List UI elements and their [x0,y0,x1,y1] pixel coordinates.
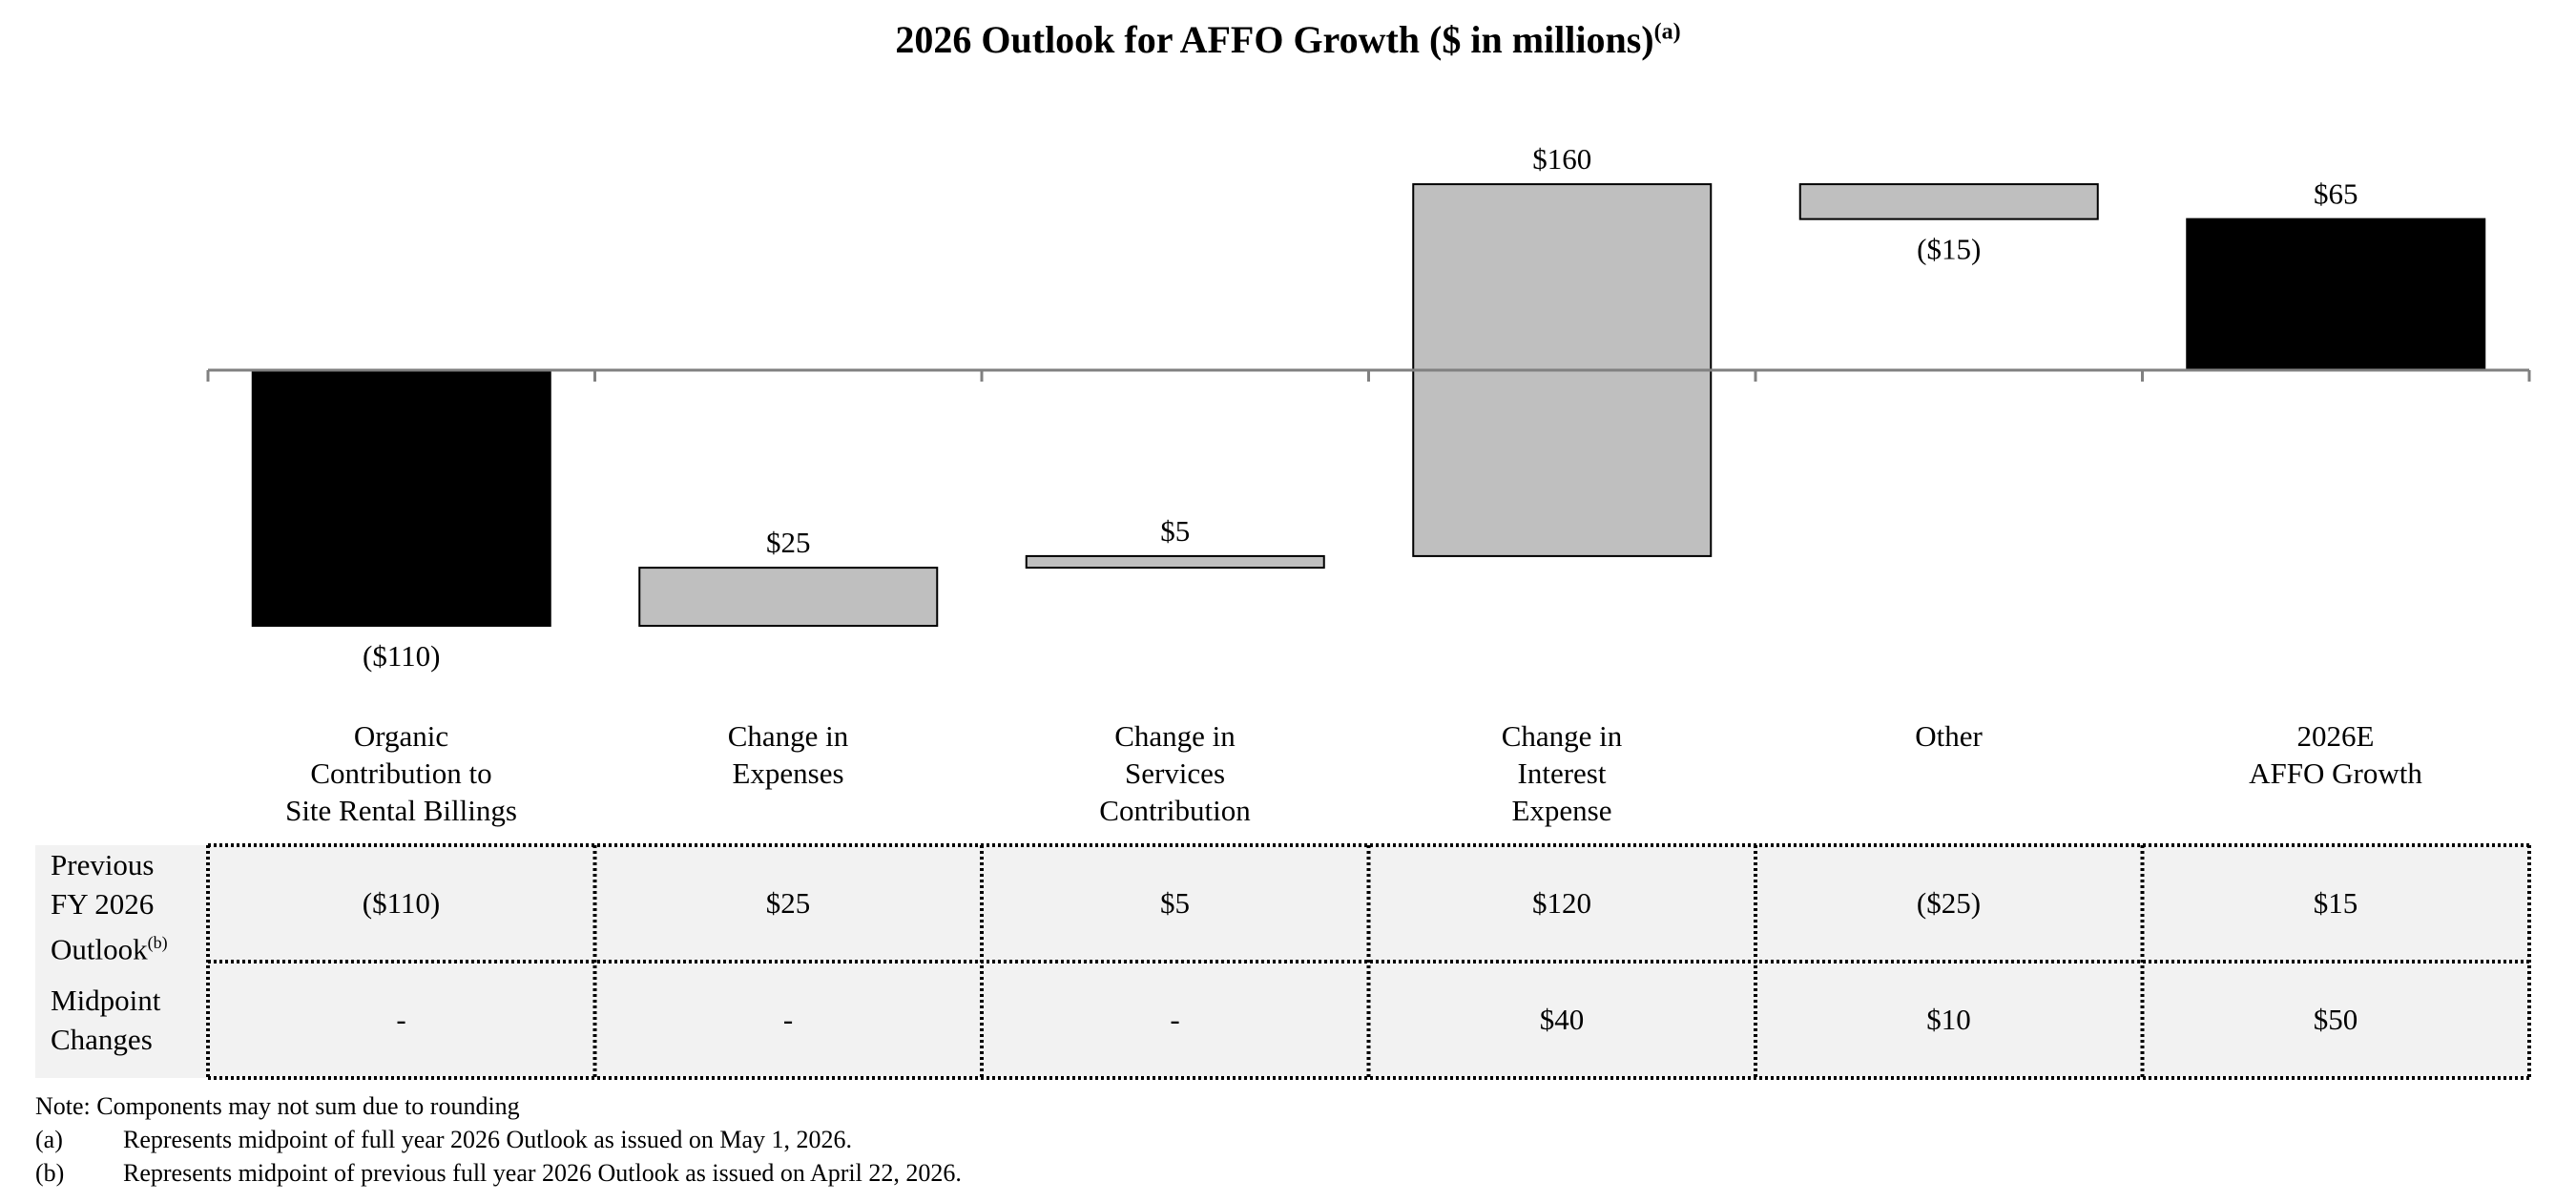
category-label-4: Change in Interest Expense [1501,719,1623,827]
value-label-6: $65 [2314,177,2358,211]
table-cell: $15 [2313,886,2358,920]
value-label-4: $160 [1532,142,1591,176]
bar-3 [1025,554,1325,570]
chart-title: 2026 Outlook for AFFO Growth ($ in milli… [0,17,2576,62]
footnote-b: (b) Represents midpoint of previous full… [35,1156,962,1190]
table-cell: $10 [1926,1003,1971,1036]
table-row-label-text: Previous FY 2026 Outlook [51,847,155,965]
chart-title-note: (a) [1653,19,1681,45]
bar-2 [638,567,939,627]
category-label-2: Change in Expenses [727,719,849,790]
table-cell: $50 [2313,1003,2358,1036]
value-label-5: ($15) [1917,233,1981,266]
bar-6 [2186,218,2486,371]
footnote-mark: (b) [35,1159,65,1187]
table-row-note: (b) [147,932,168,952]
table-row-label: Midpoint Changes [51,981,160,1059]
table-cell: $5 [1160,886,1190,920]
table-cell: - [1170,1003,1180,1036]
bar-5 [1798,183,2099,220]
table-row-label: Previous FY 2026 Outlook(b) [51,845,168,968]
table-cell: $40 [1539,1003,1585,1036]
footnotes: Note: Components may not sum due to roun… [35,1089,962,1190]
table-cell: ($110) [362,886,441,920]
table-row-label-text: Midpoint Changes [51,984,161,1056]
footnote-text: Represents midpoint of full year 2026 Ou… [123,1126,853,1153]
table-cell: $25 [765,886,811,920]
category-label-1: Organic Contribution to Site Rental Bill… [285,719,517,827]
chart-title-text: 2026 Outlook for AFFO Growth ($ in milli… [895,18,1654,61]
footnote-a: (a) Represents midpoint of full year 202… [35,1123,852,1156]
value-label-1: ($110) [363,639,441,673]
table-cell: - [396,1003,406,1036]
category-label-5: Other [1915,719,1983,753]
table-cell: ($25) [1916,886,1982,920]
table-cell: $120 [1532,886,1591,920]
table-cell: - [782,1003,794,1036]
footnote-note: Note: Components may not sum due to roun… [35,1092,520,1120]
value-label-3: $5 [1160,514,1190,548]
bar-1 [251,369,551,627]
footnote-mark: (a) [35,1126,63,1153]
category-label-6: 2026E AFFO Growth [2249,719,2422,790]
category-label-3: Change in Services Contribution [1099,719,1251,827]
value-label-2: $25 [766,526,811,559]
footnote-text: Represents midpoint of previous full yea… [123,1159,962,1187]
